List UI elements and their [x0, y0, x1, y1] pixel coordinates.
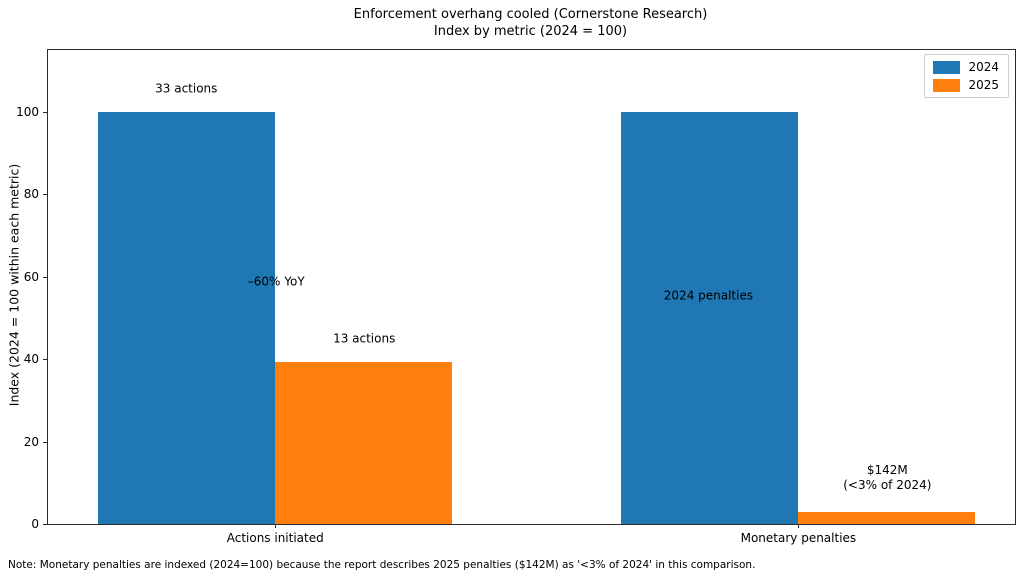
bar-2025-monetary-penalties	[798, 511, 976, 524]
legend-swatch-2025-icon	[933, 78, 961, 92]
chart-subtitle: Index by metric (2024 = 100)	[433, 24, 628, 39]
bar-2024-actions-initiated	[98, 111, 276, 524]
legend: 2024 2025	[924, 54, 1009, 98]
y-tick-label: 60	[23, 269, 39, 284]
y-tick-label: 20	[23, 434, 39, 449]
x-tick-mark	[798, 524, 800, 528]
annotation: $142M (<3% of 2024)	[843, 462, 932, 492]
legend-item-2025: 2025	[933, 78, 999, 92]
y-tick-label: 0	[31, 517, 39, 531]
annotation: 13 actions	[333, 331, 396, 346]
y-tick-label: 100	[16, 104, 39, 119]
annotation: 33 actions	[155, 81, 218, 96]
y-tick-mark	[43, 276, 48, 278]
y-tick-mark	[43, 524, 48, 525]
legend-label-2024: 2024	[968, 60, 999, 74]
annotation: –60% YoY	[247, 274, 305, 289]
legend-swatch-2024-icon	[933, 60, 961, 74]
legend-item-2024: 2024	[933, 60, 999, 74]
y-tick-mark	[43, 194, 48, 196]
x-tick-label-monetary-penalties: Monetary penalties	[740, 531, 857, 545]
annotation: 2024 penalties	[663, 288, 754, 303]
bar-2025-actions-initiated	[275, 361, 453, 524]
y-tick-mark	[43, 111, 48, 113]
chart-title: Enforcement overhang cooled (Cornerstone…	[353, 7, 708, 22]
y-tick-mark	[43, 441, 48, 443]
x-tick-mark	[275, 524, 277, 528]
x-tick-label-actions-initiated: Actions initiated	[226, 531, 324, 545]
plot-area: 2024 2025 Actions initiated Monetary pena…	[16, 49, 1016, 545]
legend-label-2025: 2025	[968, 78, 999, 92]
chart-title-block: Enforcement overhang cooled (Cornerstone…	[47, 6, 1014, 40]
y-tick-mark	[43, 359, 48, 361]
footnote: Note: Monetary penalties are indexed (20…	[8, 559, 756, 571]
y-tick-label: 40	[23, 352, 39, 367]
bar-2024-monetary-penalties	[621, 111, 799, 524]
y-tick-label: 80	[23, 187, 39, 202]
